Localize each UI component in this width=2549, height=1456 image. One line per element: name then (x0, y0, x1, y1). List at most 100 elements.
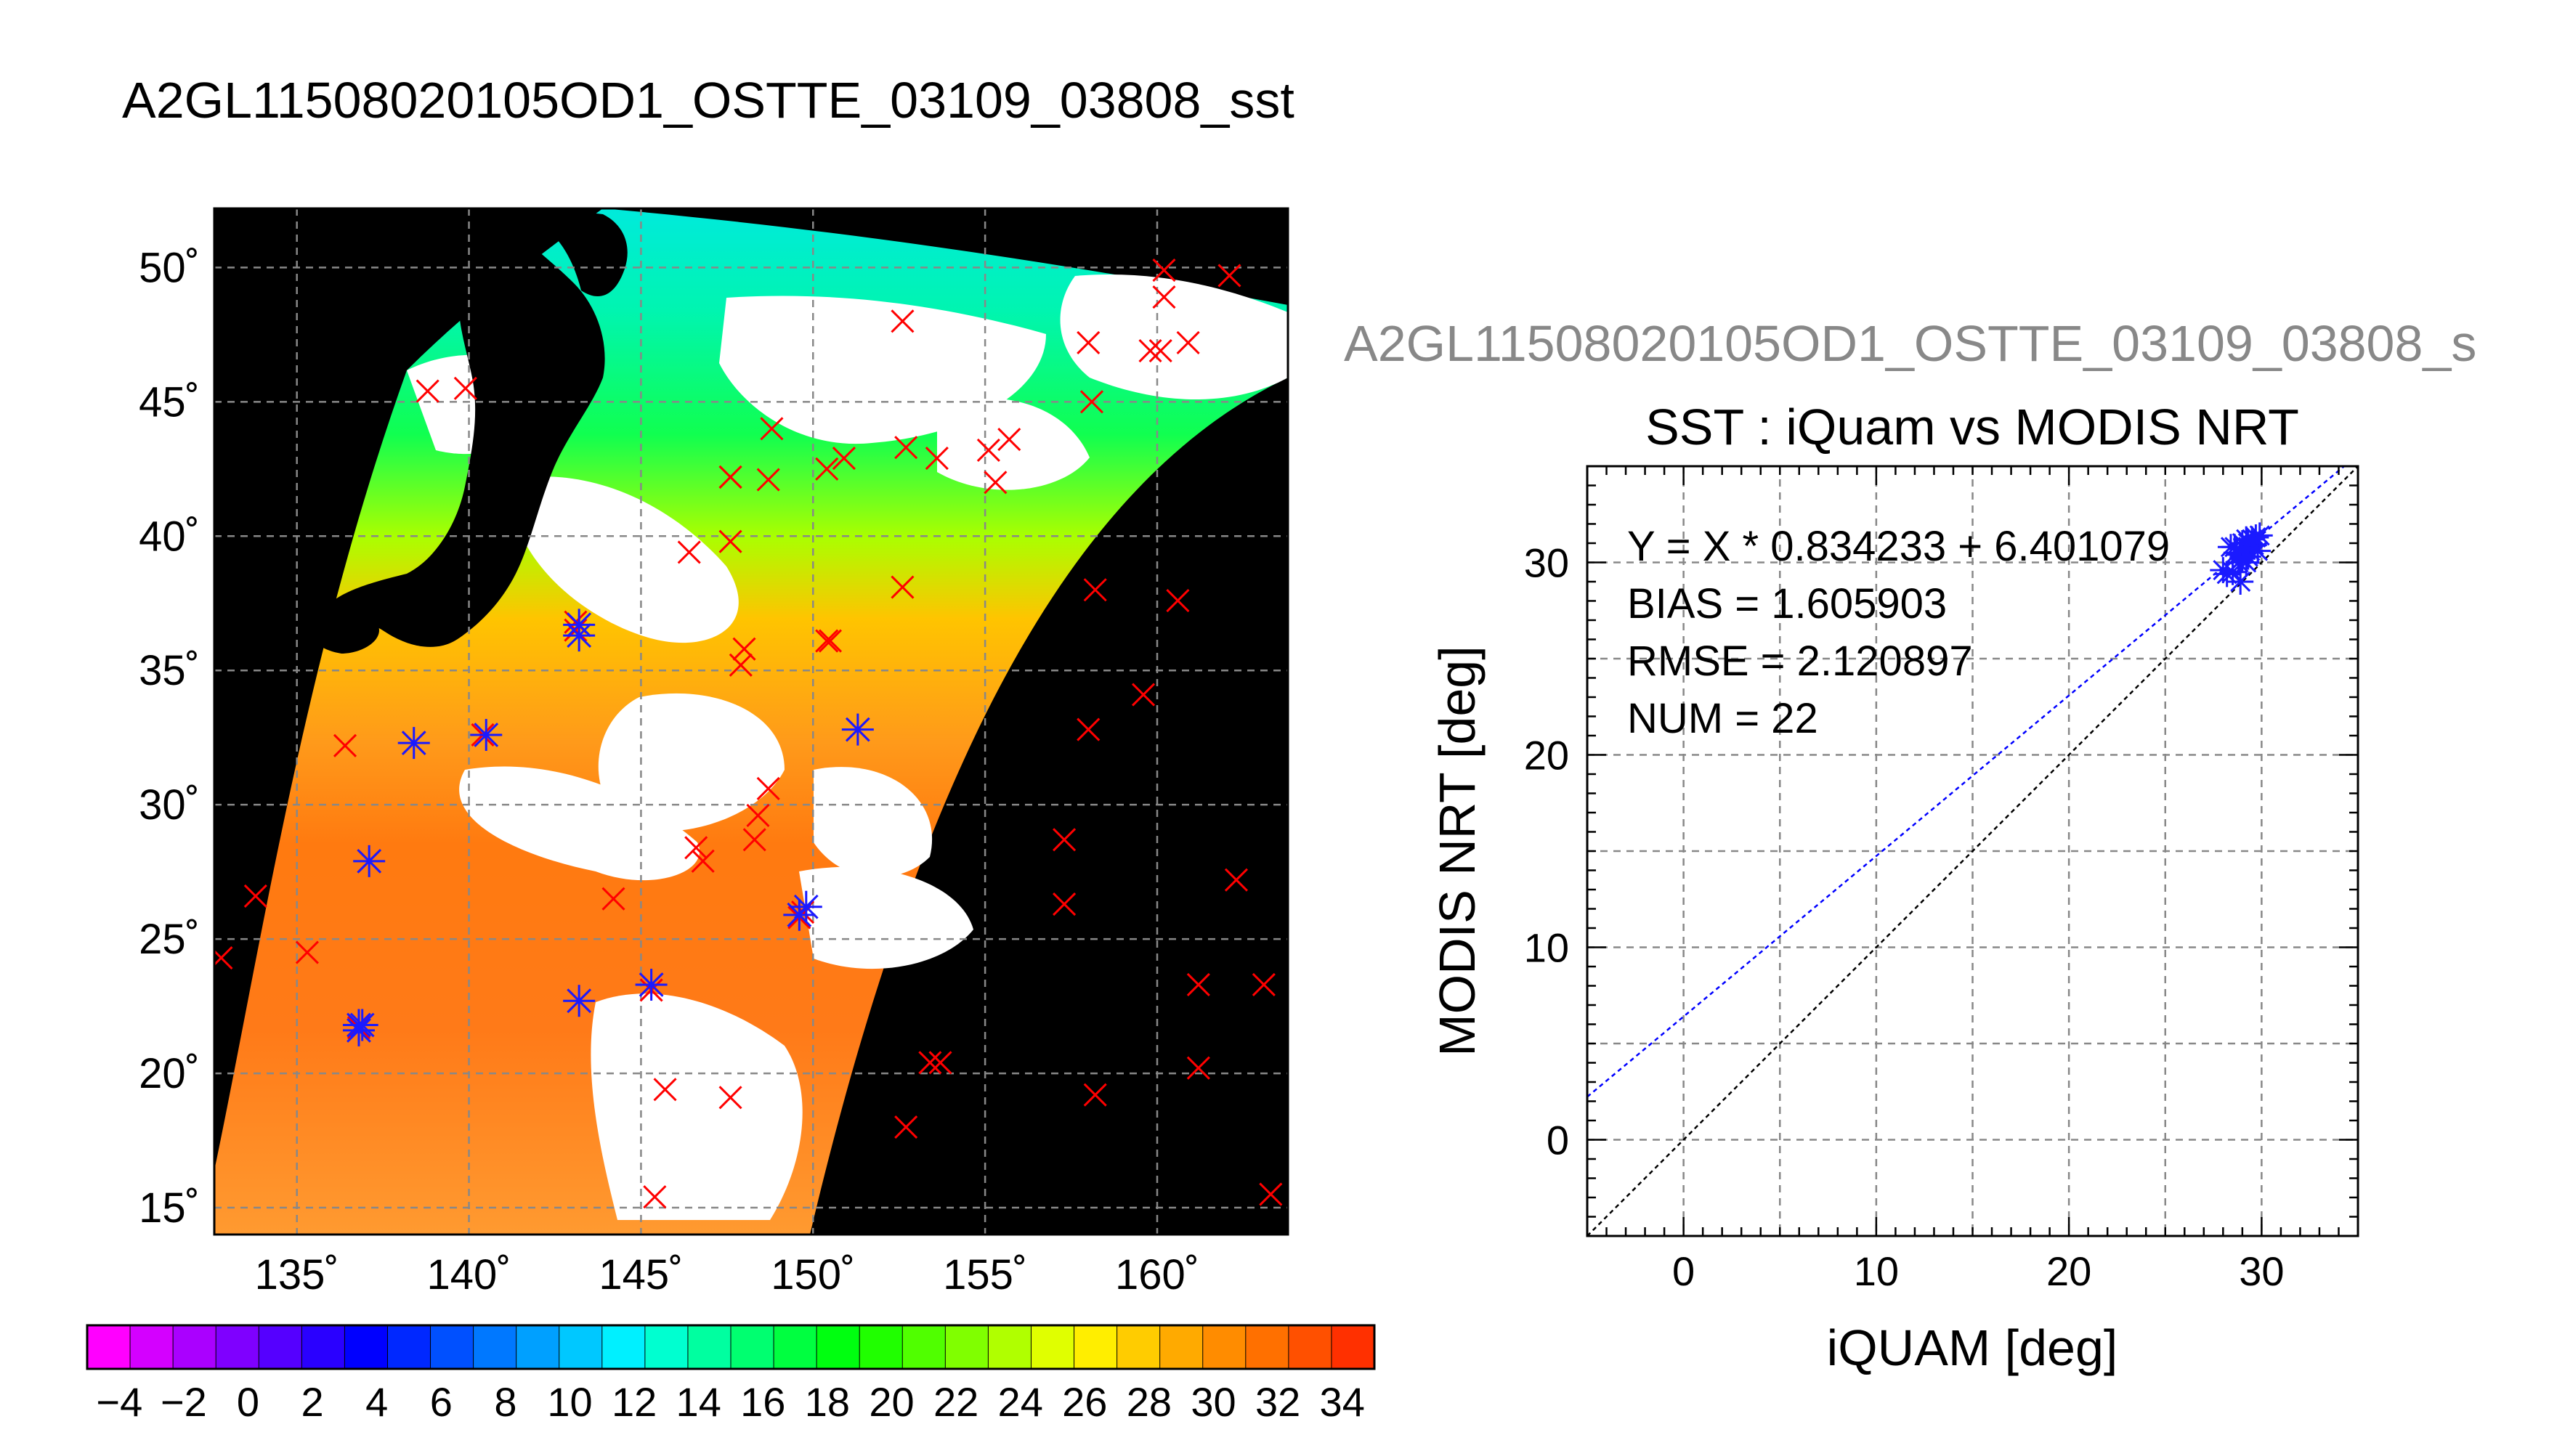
iquam-marker (1077, 717, 1101, 741)
lat-tick-label: 40˚ (139, 513, 200, 560)
matchup-marker-stroke (567, 988, 592, 1014)
cloud-patch (814, 767, 933, 877)
iquam-marker-stroke (997, 428, 1021, 452)
colorbar-tick-label: 30 (1191, 1379, 1236, 1425)
iquam-marker (1252, 972, 1276, 997)
iquam-marker-stroke (416, 379, 439, 403)
iquam-marker (653, 1078, 677, 1102)
iquam-marker (815, 457, 839, 481)
iquam-marker-stroke (729, 653, 753, 677)
cloud-patch (459, 766, 700, 881)
iquam-marker-stroke (891, 575, 915, 599)
plot-lines (1587, 466, 2358, 1236)
matchup-marker-stroke (357, 848, 382, 874)
iquam-marker-stroke (718, 465, 742, 489)
scatter-point (2217, 534, 2244, 561)
scatter-point (2233, 549, 2260, 576)
iquam-marker-stroke (1152, 285, 1176, 309)
matchup-marker-stroke (787, 902, 812, 927)
lon-axis-labels: 135˚ 140˚ 145˚ 150˚ 155˚ 160˚ (255, 1251, 1199, 1298)
colorbar-tick-label: 18 (805, 1379, 850, 1425)
iquam-marker-stroke (818, 629, 843, 653)
iquam-marker-stroke (1138, 338, 1162, 363)
iquam-marker-stroke (894, 436, 918, 460)
colorbar-swatch (859, 1325, 904, 1370)
y-axis-label: MODIS NRT [deg] (1429, 646, 1486, 1056)
iquam-marker (1186, 1056, 1210, 1080)
matchup-marker (563, 985, 596, 1017)
iquam-marker-stroke (564, 618, 588, 642)
cloud-patch (799, 866, 973, 969)
iquam-marker-stroke (1186, 1056, 1210, 1080)
one-to-one-line (1587, 466, 2358, 1236)
iquam-marker (1224, 868, 1249, 892)
iquam-marker (1176, 330, 1200, 355)
iquam-marker (1148, 338, 1172, 363)
sst-map: 50˚ 45˚ 40˚ 35˚ 30˚ 25˚ 20˚ 15˚ 135˚ 140˚ 145˚ 150… (139, 207, 1289, 1298)
iquam-marker-stroke (891, 309, 915, 333)
colorbar-swatch (559, 1325, 604, 1370)
land-sakhalin (530, 208, 628, 297)
iquam-marker (1077, 330, 1101, 355)
colorbar-tick-label: 10 (547, 1379, 592, 1425)
iquam-marker (1138, 338, 1162, 363)
stats-annotation-line: Y = X * 0.834233 + 6.401079 (1627, 523, 2170, 570)
lon-tick-label: 160˚ (1115, 1251, 1199, 1298)
iquam-marker-stroke (925, 446, 949, 471)
lon-tick-label: 145˚ (599, 1251, 683, 1298)
scatter-point-stroke (2232, 532, 2253, 554)
plot-points (2210, 522, 2273, 595)
iquam-marker (243, 884, 267, 908)
page-title: A2GL11508020105OD1_OSTTE_03109_03808_sst (122, 72, 1294, 129)
iquam-marker-stroke (1077, 717, 1101, 741)
iquam-marker (691, 849, 715, 873)
stats-annotation-line: RMSE = 2.120897 (1627, 638, 1973, 685)
iquam-marker-stroke (1176, 330, 1200, 355)
colorbar-tick-label: 26 (1062, 1379, 1107, 1425)
iquam-marker-stroke (718, 1086, 742, 1110)
iquam-marker (928, 1051, 952, 1075)
colorbar-swatch (215, 1325, 260, 1370)
iquam-marker (1053, 892, 1077, 916)
colorbar-tick-labels: −4 −2 0 2 4 6 8 10 12 14 16 18 20 22 24 26 28 30 32 34 (96, 1379, 1364, 1425)
scatter-panel: A2GL11508020105OD1_OSTTE_03109_03808_s S… (1344, 315, 2476, 1376)
scatter-point (2227, 569, 2254, 595)
iquam-marker (718, 529, 742, 553)
stats-annotations: Y = X * 0.834233 + 6.401079 BIAS = 1.6059… (1627, 523, 2170, 742)
lat-tick-label: 25˚ (139, 916, 200, 963)
matchup-marker-stroke (347, 1017, 371, 1043)
y-tick-label: 10 (1524, 925, 1569, 971)
matchup-marker-stroke (567, 612, 592, 638)
colorbar-swatch (258, 1325, 303, 1370)
iquam-marker (684, 836, 708, 860)
iquam-marker (564, 618, 588, 642)
colorbar-tick-label: 22 (933, 1379, 978, 1425)
matchup-marker (635, 968, 668, 1001)
lon-tick-label: 155˚ (943, 1251, 1027, 1298)
iquam-marker (984, 471, 1008, 495)
iquam-marker (1079, 390, 1104, 414)
iquam-marker-stroke (1079, 390, 1104, 414)
matchup-marker-stroke (474, 723, 499, 747)
iquam-marker (214, 945, 233, 970)
iquam-marker-stroke (1217, 264, 1241, 288)
colorbar-frame (86, 1324, 1376, 1370)
iquam-marker-stroke (1077, 330, 1101, 355)
iquam-marker (1131, 683, 1156, 707)
matchup-marker (841, 713, 874, 746)
iquam-marker (1259, 1182, 1283, 1206)
iquam-marker-stroke (653, 1078, 677, 1102)
colorbar-swatch (1202, 1325, 1247, 1370)
colorbar-tick-label: 34 (1320, 1379, 1365, 1425)
land-kyushu (310, 609, 379, 654)
colorbar-tick-label: 2 (301, 1379, 324, 1425)
iquam-marker (918, 1051, 942, 1075)
colorbar-tick-label: −4 (96, 1379, 142, 1425)
iquam-marker-stroke (928, 1051, 952, 1075)
iquam-marker (894, 1115, 918, 1139)
matchup-marker (470, 718, 503, 751)
iquam-marker (1152, 259, 1176, 282)
iquam-marker (742, 828, 766, 852)
lat-tick-label: 45˚ (139, 378, 200, 426)
